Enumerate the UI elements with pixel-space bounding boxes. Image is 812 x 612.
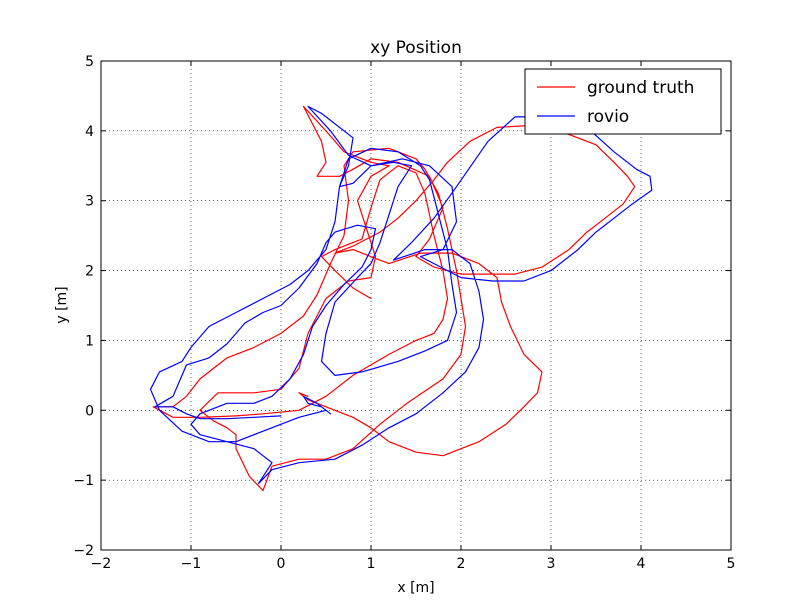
axis-ticks: −2 −1 0 1 2 3 4 5 −2 −1 0 1 2 3 4 5 xyxy=(73,54,735,572)
y-tick-label: 1 xyxy=(85,333,94,349)
series-line-rovio xyxy=(149,105,653,485)
x-tick-label: 5 xyxy=(727,556,736,572)
y-axis-label: y [m] xyxy=(54,286,70,323)
plot-area-frame xyxy=(100,60,732,551)
x-tick-label: 2 xyxy=(457,556,466,572)
y-tick-label: −1 xyxy=(73,473,94,489)
legend: ground truth rovio xyxy=(524,68,722,135)
x-axis-label: x [m] xyxy=(397,580,434,596)
legend-label-rovio: rovio xyxy=(587,107,629,127)
y-tick-label: −2 xyxy=(73,543,94,559)
chart-title: xy Position xyxy=(370,38,462,58)
x-tick-label: −1 xyxy=(181,556,202,572)
y-tick-label: 4 xyxy=(85,124,94,140)
y-tick-label: 5 xyxy=(85,54,94,70)
x-tick-label: 1 xyxy=(367,556,376,572)
plot-area-background xyxy=(101,61,731,550)
x-tick-label: −2 xyxy=(91,556,112,572)
legend-label-ground-truth: ground truth xyxy=(587,78,694,98)
y-tick-label: 3 xyxy=(85,194,94,210)
x-tick-label: 0 xyxy=(277,556,286,572)
y-tick-label: 2 xyxy=(85,264,94,280)
legend-box xyxy=(524,68,722,135)
x-tick-label: 3 xyxy=(547,556,556,572)
series-lines xyxy=(149,105,653,492)
y-tick-label: 0 xyxy=(85,403,94,419)
x-tick-label: 4 xyxy=(637,556,646,572)
